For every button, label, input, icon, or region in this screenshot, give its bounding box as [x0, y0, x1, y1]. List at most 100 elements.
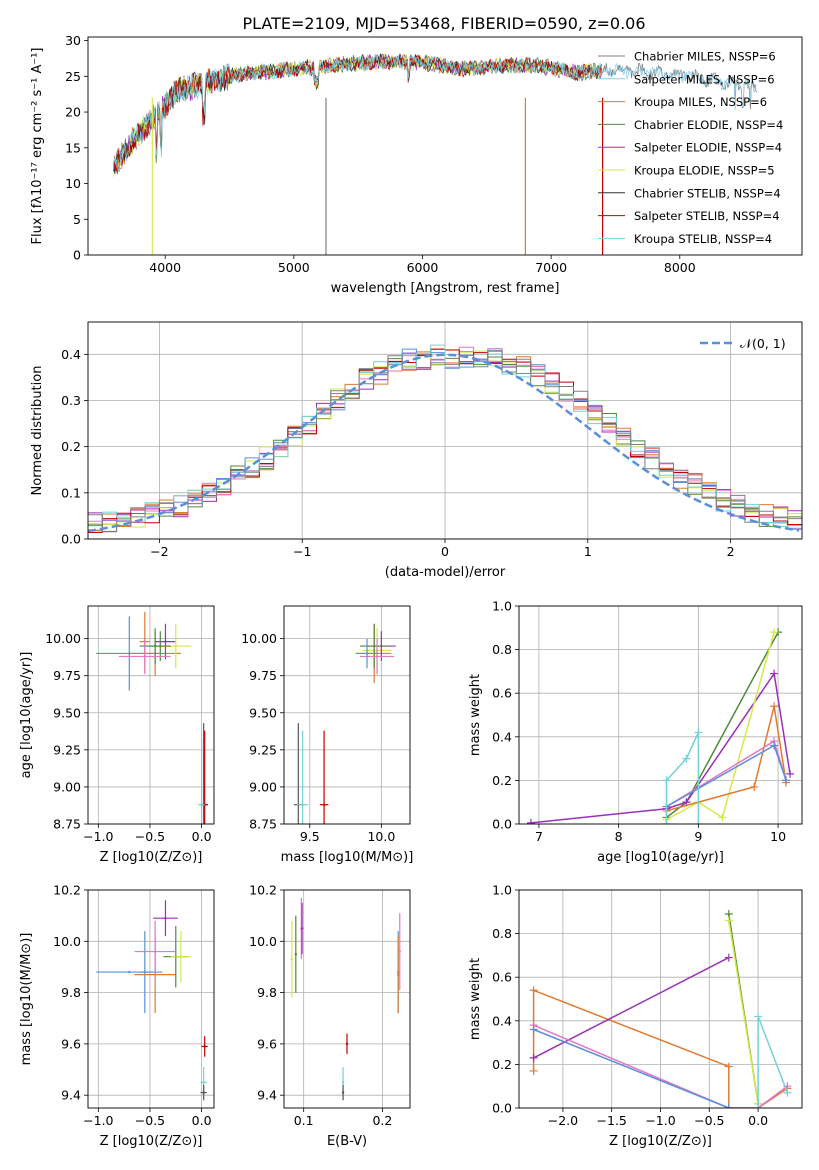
legend-label: Kroupa ELODIE, NSSP=5: [634, 164, 775, 178]
y-tick-label: 0.0: [61, 532, 81, 547]
plot-area-weight-vs-z: [529, 909, 792, 1108]
x-tick-label: 9: [694, 829, 702, 844]
x-axis-label: mass [log10(M/M⊙)]: [281, 850, 414, 865]
y-tick-label: 0.4: [492, 1013, 512, 1028]
x-tick-label: 8000: [664, 260, 696, 275]
histogram-step: [88, 350, 802, 533]
plus-marker: [662, 776, 671, 785]
y-tick-label: 10.2: [53, 883, 81, 898]
legend-label: Salpeter STELIB, NSSP=4: [634, 209, 780, 223]
y-axis-label: mass weight: [468, 958, 483, 1040]
data-point: [203, 1045, 206, 1048]
plus-marker: [782, 776, 791, 785]
y-tick-label: 10.00: [241, 631, 277, 646]
x-tick-label: −1.0: [645, 1113, 675, 1128]
weight-line: [533, 1024, 788, 1108]
legend-label: Salpeter MILES, NSSP=6: [634, 72, 775, 86]
panel-age-vs-mass: 9.5 10.0 8.75 9.00 9.25 9.50 9.75 10.00 mass [lo…: [241, 605, 414, 865]
legend-label: Chabrier ELODIE, NSSP=4: [634, 118, 783, 132]
data-point: [398, 950, 401, 953]
x-tick-label: −0.5: [135, 829, 165, 844]
data-point: [202, 1081, 205, 1084]
data-point: [179, 955, 183, 958]
axes-frame: [87, 889, 215, 1109]
plus-marker: [526, 818, 535, 824]
legend-label: Chabrier MILES, NSSP=6: [634, 50, 776, 64]
plot-area-age-vs-mass: [294, 623, 396, 824]
y-tick-label: 0.4: [61, 347, 81, 362]
x-tick-label: 9.5: [300, 829, 320, 844]
plus-marker: [694, 728, 703, 737]
y-tick-label: 8.75: [249, 817, 277, 832]
y-tick-label: 25: [65, 69, 81, 84]
x-tick-label: 7: [535, 829, 543, 844]
weight-line: [666, 631, 779, 819]
x-tick-label: −2.0: [548, 1113, 578, 1128]
x-tick-label: −1.0: [83, 1113, 113, 1128]
panel-residuals: −2 −1 0 1 2 0.0 0.1 0.2 0.3 0.4 (data-model)/error…: [30, 321, 803, 580]
legend-label: Salpeter ELODIE, NSSP=4: [634, 141, 782, 155]
weight-line: [757, 1016, 789, 1108]
data-point: [294, 952, 298, 956]
y-tick-label: 10: [65, 176, 81, 191]
y-tick-label: 8.75: [53, 817, 81, 832]
plus-marker: [662, 820, 671, 824]
y-tick-label: 20: [65, 105, 81, 120]
data-point: [301, 803, 304, 806]
plus-marker: [724, 953, 733, 962]
plus-marker: [529, 1025, 538, 1034]
plus-marker: [754, 1012, 763, 1021]
axes-frame: [283, 605, 411, 825]
weight-line: [533, 1028, 730, 1108]
data-point: [300, 927, 304, 930]
data-point: [128, 652, 131, 655]
y-tick-label: 9.4: [61, 1088, 81, 1103]
x-tick-label: 2: [727, 544, 735, 559]
plus-marker: [754, 1104, 763, 1108]
y-axis-label: Flux [fλ10⁻¹⁷ erg cm⁻² s⁻¹ A⁻¹]: [30, 48, 45, 245]
axes-frame: [87, 605, 215, 825]
plus-marker: [529, 986, 538, 995]
x-tick-label: −0.5: [135, 1113, 165, 1128]
y-tick-label: 5: [73, 212, 81, 227]
data-point: [396, 973, 400, 976]
y-tick-label: 9.6: [61, 1036, 81, 1051]
y-tick-label: 9.25: [53, 742, 81, 757]
panel-age-vs-z: −1.0 −0.5 0.0 8.75 9.00 9.25 9.50 9.75 10.00 Z [l…: [19, 605, 215, 865]
gaussian-curve: [88, 353, 800, 533]
y-tick-label: 0.6: [492, 970, 512, 985]
legend-label: Kroupa MILES, NSSP=6: [634, 95, 767, 109]
x-axis-label: Z [log10(Z/Z⊙)]: [609, 1134, 712, 1149]
plus-marker: [682, 754, 691, 763]
data-point: [375, 655, 379, 658]
data-point: [290, 958, 294, 961]
y-axis-label: mass [log10(M/M⊙)]: [19, 933, 34, 1066]
y-tick-label: 9.75: [53, 668, 81, 683]
data-point: [365, 652, 369, 655]
x-tick-label: −2: [150, 544, 168, 559]
x-tick-label: 1: [584, 544, 592, 559]
panel-spectrum: 4000 5000 6000 7000 8000 0 5 10 15 20 25 30 waveleng…: [30, 33, 803, 296]
y-tick-label: 9.00: [53, 779, 81, 794]
x-tick-label: −1.0: [83, 829, 113, 844]
y-tick-label: 9.50: [53, 705, 81, 720]
x-tick-label: 7000: [535, 260, 567, 275]
y-tick-label: 9.4: [257, 1088, 277, 1103]
x-tick-label: 0.1: [294, 1113, 314, 1128]
plus-marker: [529, 1066, 538, 1075]
y-tick-label: 0.2: [492, 773, 512, 788]
y-tick-label: 0.3: [61, 393, 81, 408]
plus-marker: [783, 1088, 792, 1097]
y-tick-label: 9.75: [249, 668, 277, 683]
x-tick-label: 0.0: [192, 1113, 212, 1128]
weight-line: [666, 744, 787, 808]
spectrum-line: [113, 53, 603, 172]
x-tick-label: 0.0: [748, 1113, 768, 1128]
data-point: [153, 644, 157, 648]
data-point: [200, 803, 203, 806]
y-tick-label: 0.8: [492, 926, 512, 941]
y-tick-label: 0: [73, 248, 81, 263]
plot-area-weight-vs-age: [526, 628, 795, 824]
data-point: [345, 1042, 349, 1046]
